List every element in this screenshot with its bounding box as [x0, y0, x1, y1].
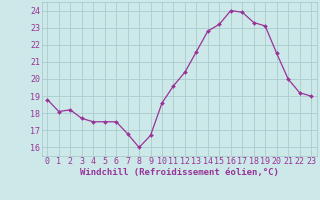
X-axis label: Windchill (Refroidissement éolien,°C): Windchill (Refroidissement éolien,°C): [80, 168, 279, 177]
